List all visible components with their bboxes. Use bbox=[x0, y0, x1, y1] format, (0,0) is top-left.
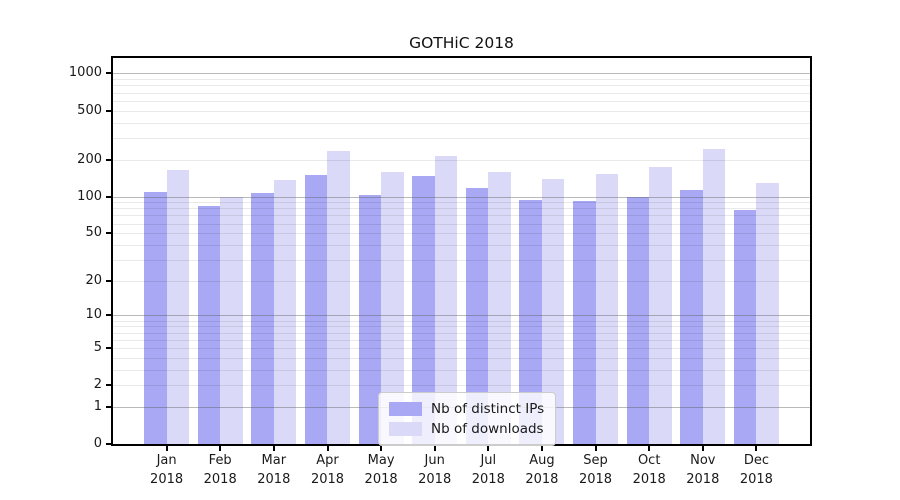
y-tick-label-100: 100 bbox=[77, 188, 102, 204]
legend-swatch-downloads bbox=[389, 422, 422, 436]
bar-downloads-aug bbox=[541, 179, 565, 444]
bar-downloads-may bbox=[381, 172, 404, 444]
x-tick-label-sep: Sep 2018 bbox=[578, 453, 613, 487]
x-tick-label-jul: Jul 2018 bbox=[471, 453, 505, 487]
chart-title: GOTHiC 2018 bbox=[409, 34, 514, 52]
bar-ips-sep bbox=[573, 200, 596, 444]
bar-ips-jan bbox=[144, 192, 167, 444]
bar-ips-apr bbox=[304, 175, 328, 444]
bar-ips-mar bbox=[251, 192, 274, 444]
y-tick-mark-10 bbox=[106, 314, 111, 317]
y-tick-mark-200 bbox=[106, 158, 111, 161]
x-tick-mark-jul bbox=[487, 446, 490, 451]
legend-label-downloads: Nb of downloads bbox=[431, 421, 544, 437]
legend: Nb of distinct IPs Nb of downloads bbox=[378, 392, 557, 446]
x-tick-mark-jan bbox=[165, 446, 168, 451]
bar-ips-may bbox=[358, 195, 382, 444]
bar-downloads-oct bbox=[649, 166, 672, 444]
y-tick-mark-1000 bbox=[106, 72, 111, 75]
x-tick-label-may: May 2018 bbox=[364, 453, 398, 487]
y-tick-mark-20 bbox=[106, 279, 111, 282]
x-tick-label-dec: Dec 2018 bbox=[739, 453, 773, 487]
x-tick-mark-jun bbox=[433, 446, 436, 451]
y-tick-mark-2 bbox=[106, 384, 111, 387]
legend-label-distinct-ips: Nb of distinct IPs bbox=[431, 401, 545, 417]
bar-downloads-sep bbox=[595, 174, 619, 444]
y-tick-label-5: 5 bbox=[93, 339, 102, 355]
x-tick-label-nov: Nov 2018 bbox=[686, 453, 720, 487]
x-tick-mark-may bbox=[380, 446, 383, 451]
y-tick-label-1: 1 bbox=[93, 398, 102, 414]
x-tick-mark-dec bbox=[755, 446, 758, 451]
legend-item-distinct-ips: Nb of distinct IPs bbox=[389, 399, 544, 419]
y-tick-label-500: 500 bbox=[77, 102, 102, 118]
bar-ips-feb bbox=[197, 205, 221, 444]
legend-swatch-distinct-ips bbox=[389, 402, 422, 416]
bar-ips-aug bbox=[519, 199, 542, 444]
bar-downloads-apr bbox=[327, 150, 350, 444]
plot-area: Nb of distinct IPs Nb of downloads bbox=[111, 56, 812, 446]
bars-layer bbox=[113, 58, 810, 444]
x-tick-mark-mar bbox=[272, 446, 275, 451]
x-tick-label-mar: Mar 2018 bbox=[257, 453, 291, 487]
x-tick-label-oct: Oct 2018 bbox=[632, 453, 666, 487]
y-tick-label-200: 200 bbox=[77, 151, 102, 167]
y-tick-mark-500 bbox=[106, 109, 111, 112]
bar-ips-dec bbox=[733, 209, 757, 444]
y-tick-label-0: 0 bbox=[93, 436, 102, 451]
y-tick-label-2: 2 bbox=[93, 377, 102, 393]
bar-ips-nov bbox=[680, 190, 703, 444]
bar-downloads-jul bbox=[488, 171, 511, 444]
x-tick-label-jun: Jun 2018 bbox=[418, 453, 452, 487]
bar-downloads-dec bbox=[756, 182, 779, 444]
bar-ips-jul bbox=[465, 188, 489, 444]
x-tick-mark-nov bbox=[701, 446, 704, 451]
y-tick-mark-1 bbox=[106, 405, 111, 408]
bar-downloads-mar bbox=[273, 180, 297, 444]
x-tick-label-aug: Aug 2018 bbox=[525, 453, 559, 487]
bar-downloads-feb bbox=[220, 197, 243, 444]
y-tick-label-1000: 1000 bbox=[68, 65, 102, 81]
bar-downloads-jun bbox=[434, 156, 458, 444]
y-tick-mark-5 bbox=[106, 346, 111, 349]
x-tick-label-apr: Apr 2018 bbox=[310, 453, 345, 487]
y-tick-mark-0 bbox=[106, 443, 111, 445]
x-tick-mark-oct bbox=[648, 446, 651, 451]
y-tick-mark-50 bbox=[106, 232, 111, 235]
bar-downloads-nov bbox=[702, 148, 726, 444]
y-tick-label-10: 10 bbox=[85, 307, 102, 323]
legend-item-downloads: Nb of downloads bbox=[389, 419, 544, 439]
bar-ips-oct bbox=[626, 196, 650, 444]
y-tick-label-20: 20 bbox=[85, 272, 102, 288]
y-tick-label-50: 50 bbox=[85, 225, 102, 241]
x-tick-mark-aug bbox=[540, 446, 543, 451]
x-tick-label-feb: Feb 2018 bbox=[203, 453, 237, 487]
bar-downloads-jan bbox=[166, 169, 190, 444]
x-tick-label-jan: Jan 2018 bbox=[150, 453, 184, 487]
x-tick-mark-feb bbox=[219, 446, 222, 451]
x-tick-mark-apr bbox=[326, 446, 329, 451]
x-tick-mark-sep bbox=[594, 446, 597, 451]
bar-ips-jun bbox=[412, 175, 435, 444]
y-tick-mark-100 bbox=[106, 195, 111, 198]
